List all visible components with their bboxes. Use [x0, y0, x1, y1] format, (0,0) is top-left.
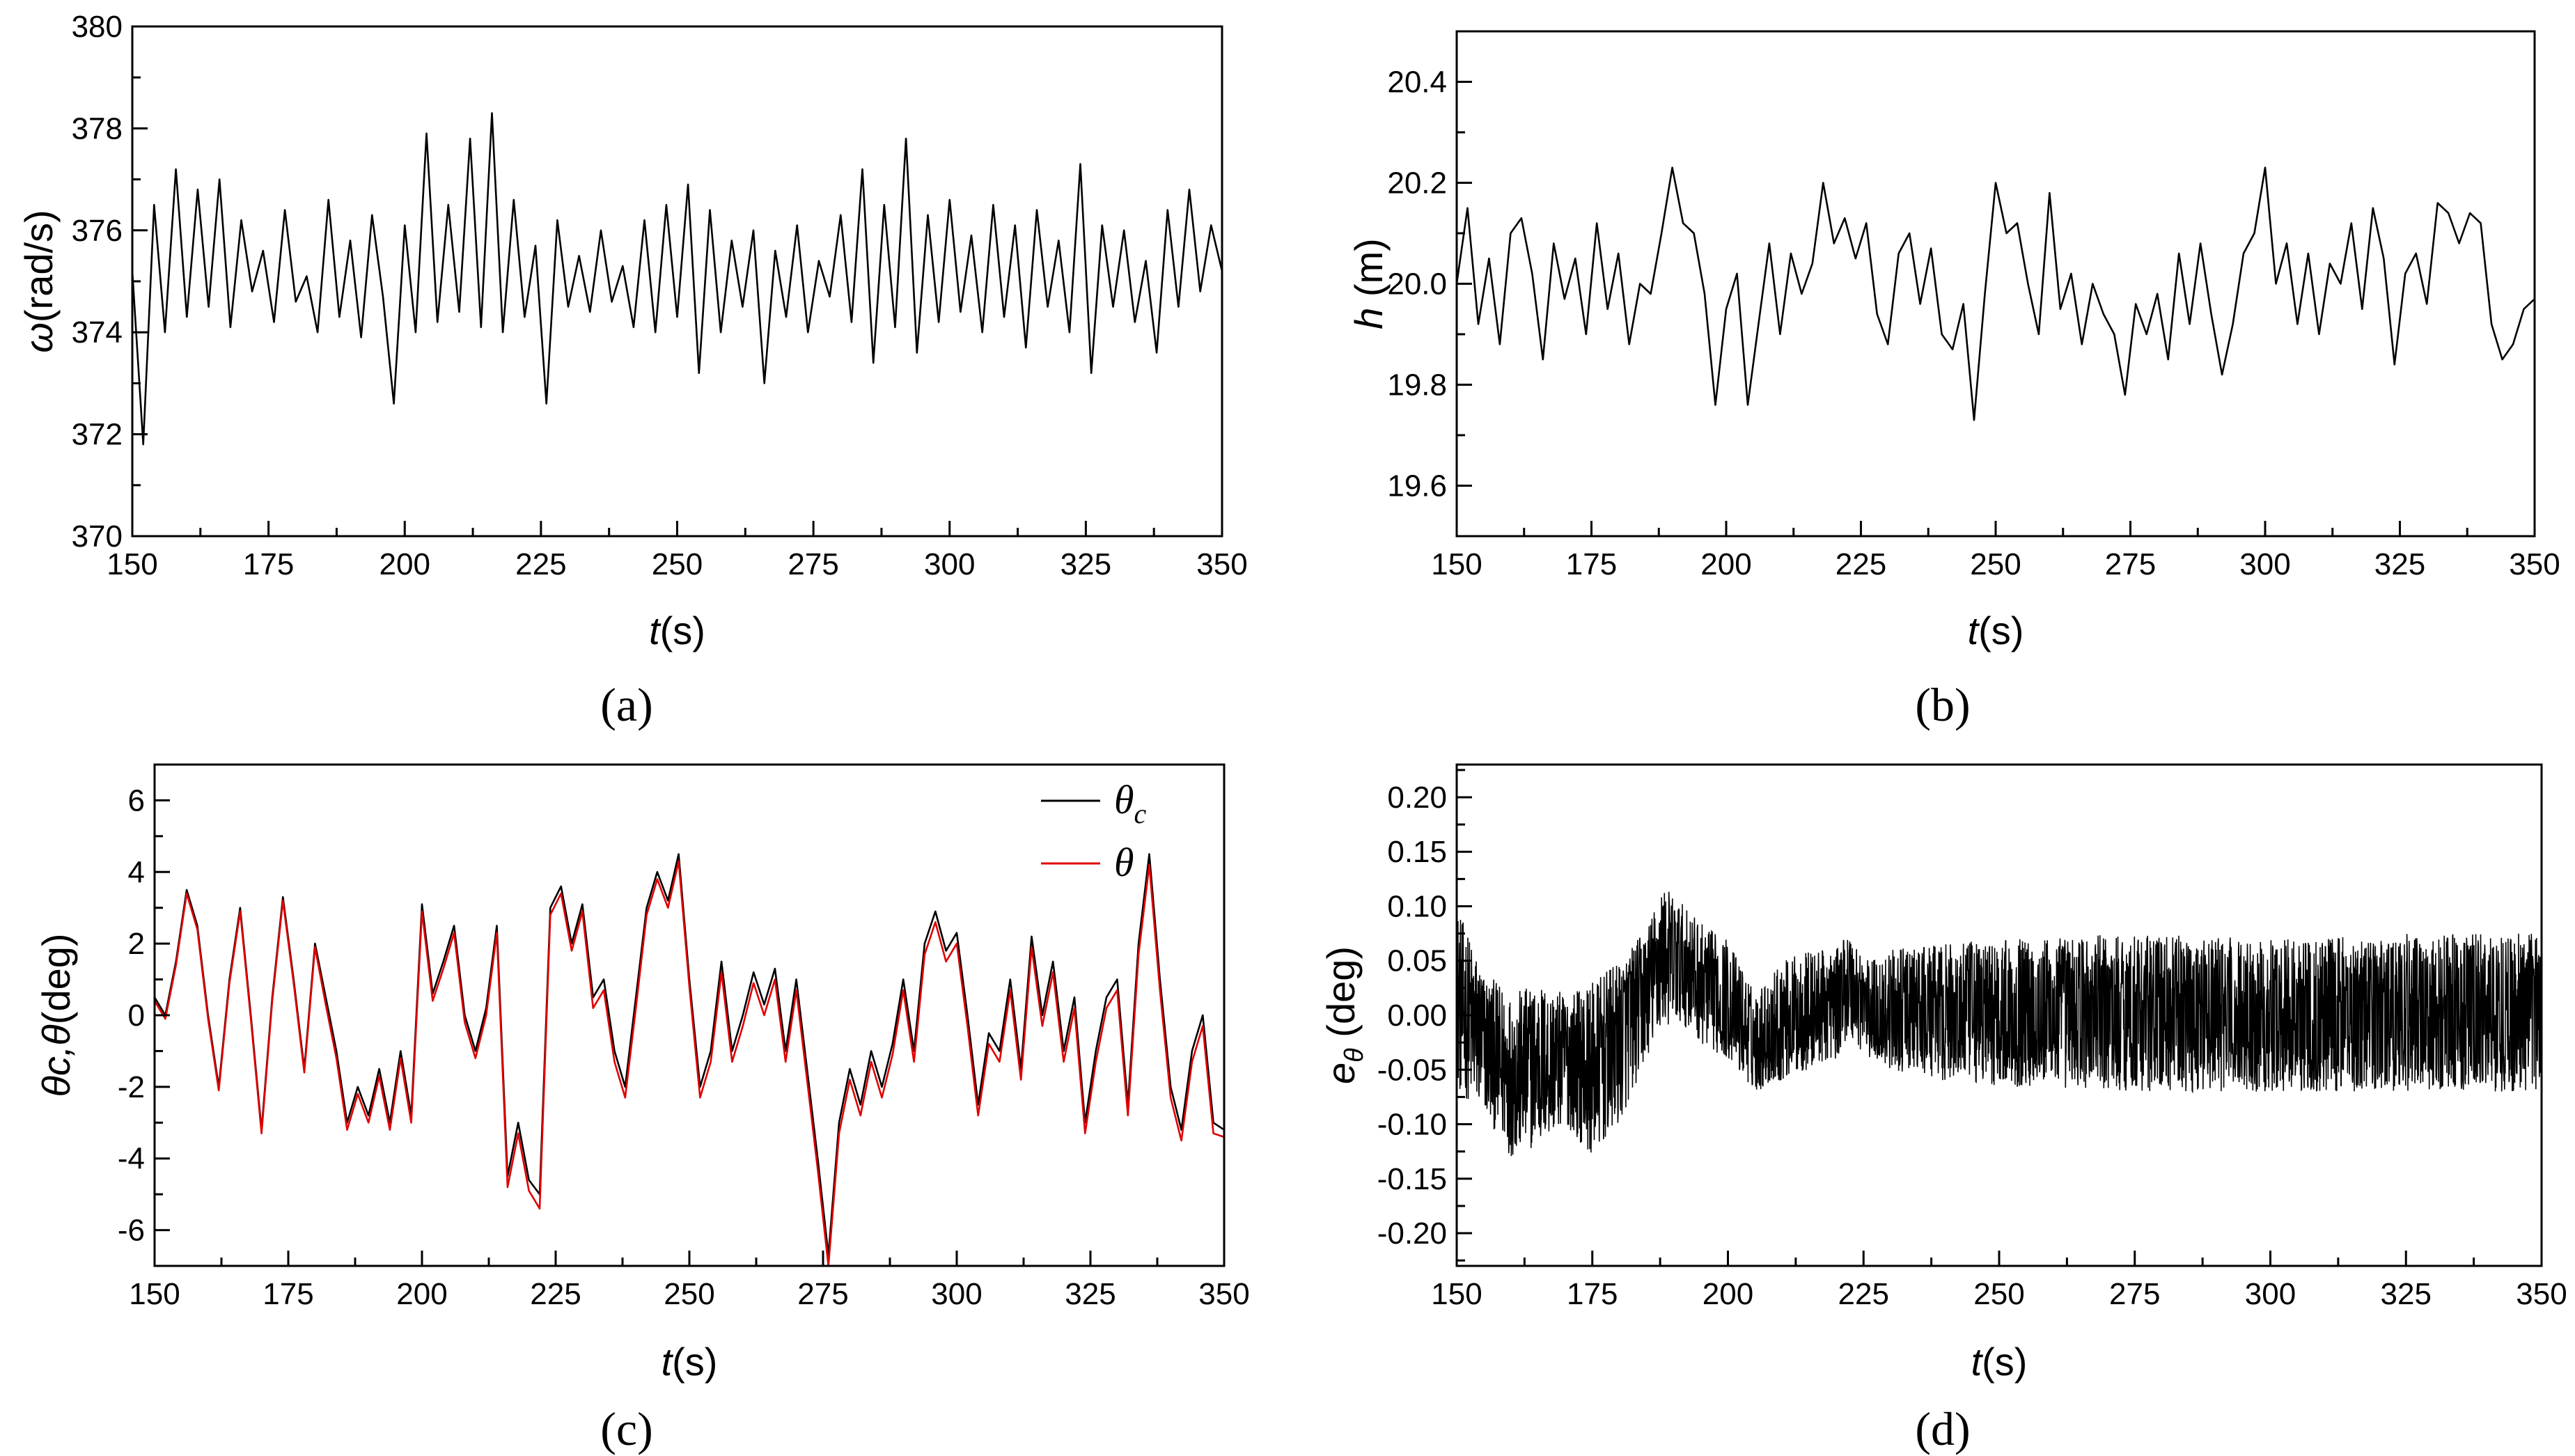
x-tick-label: 175 [1567, 1277, 1618, 1311]
x-tick-label: 200 [396, 1277, 447, 1311]
x-tick-label: 175 [263, 1277, 313, 1311]
y-tick-label: 370 [72, 519, 123, 554]
y-tick-label: 19.8 [1387, 368, 1447, 402]
x-axis-label: t(s) [1971, 1340, 2028, 1384]
y-tick-label: 0.05 [1387, 944, 1447, 978]
x-tick-label: 250 [1970, 547, 2021, 581]
x-tick-label: 175 [1566, 547, 1617, 581]
x-tick-label: 350 [2509, 547, 2560, 581]
x-tick-label: 225 [515, 547, 566, 581]
x-tick-label: 225 [1838, 1277, 1889, 1311]
y-tick-label: -2 [118, 1070, 145, 1104]
y-tick-label: 2 [128, 927, 145, 961]
panel-d: 150 175 200 225 250 275 300 325 350 -0.20 -0.15 -0.… [1319, 763, 2567, 1455]
x-tick-label: 250 [1973, 1277, 2024, 1311]
y-tick-label: 0.00 [1387, 999, 1447, 1033]
x-tick-label: 150 [1431, 1277, 1482, 1311]
x-axis-label: t(s) [649, 609, 705, 652]
legend: θc θ [1041, 777, 1147, 885]
y-tick-label: 20.0 [1387, 267, 1447, 302]
y-tick-label: 380 [72, 10, 123, 44]
x-tick-label: 200 [379, 547, 430, 581]
y-tick-label: 0 [128, 999, 145, 1033]
x-tick-label: 250 [652, 547, 703, 581]
legend-label: θ [1114, 840, 1134, 885]
x-tick-label: 250 [664, 1277, 714, 1311]
panel-b: 150 175 200 225 250 275 300 325 350 19.6 19.8 20.0 2… [1347, 30, 2560, 731]
series-line-1 [131, 112, 1223, 446]
x-tick-label: 275 [797, 1277, 848, 1311]
x-tick-label: 200 [1703, 1277, 1753, 1311]
legend-label: θc [1114, 777, 1147, 829]
y-tick-label: 20.2 [1387, 166, 1447, 201]
x-tick-label: 275 [2105, 547, 2156, 581]
y-tick-label: -0.15 [1377, 1162, 1447, 1196]
y-axis-label: θc,θ(deg) [34, 933, 78, 1097]
x-tick-label: 300 [2245, 1277, 2296, 1311]
y-tick-label: 4 [128, 855, 145, 889]
x-tick-label: 325 [2374, 547, 2425, 581]
x-tick-label: 225 [530, 1277, 581, 1311]
y-tick-label: -0.20 [1377, 1216, 1447, 1251]
x-tick-label: 325 [1060, 547, 1111, 581]
panel-label: (b) [1915, 678, 1970, 731]
y-tick-label: 6 [128, 783, 145, 817]
x-tick-label: 300 [924, 547, 975, 581]
y-tick-label: -0.10 [1377, 1108, 1447, 1142]
y-tick-label: 0.10 [1387, 889, 1447, 923]
y-tick-label: 376 [72, 214, 123, 248]
panel-label: (a) [600, 678, 652, 731]
plot-frame [153, 763, 1226, 1267]
x-tick-label: 300 [2239, 547, 2290, 581]
plot-frame [131, 25, 1223, 538]
x-tick-label: 225 [1836, 547, 1886, 581]
y-tick-label: 0.20 [1387, 781, 1447, 815]
panel-c: 150 175 200 225 250 275 300 325 350 -6 -4 -2 0 2 4 6 t(s… [34, 763, 1250, 1455]
y-tick-label: -6 [118, 1214, 145, 1248]
panel-a: 150 175 200 225 250 275 300 325 350 370 372 374 376 3… [17, 10, 1248, 731]
x-tick-label: 350 [1198, 1277, 1249, 1311]
y-tick-label: 378 [72, 111, 123, 146]
y-tick-label: -4 [118, 1142, 145, 1176]
series-line-1 [1455, 166, 2535, 421]
x-tick-label: 350 [2516, 1277, 2567, 1311]
x-tick-label: 150 [1431, 547, 1482, 581]
y-axis-label: h (m) [1347, 238, 1391, 329]
x-axis-label: t(s) [662, 1340, 718, 1384]
series-line-2 [153, 860, 1225, 1267]
y-tick-label: 374 [72, 315, 123, 350]
y-tick-label: -0.05 [1377, 1053, 1447, 1087]
x-tick-label: 175 [243, 547, 294, 581]
x-tick-label: 350 [1196, 547, 1247, 581]
y-axis-label: eθ (deg) [1319, 946, 1369, 1084]
y-tick-label: 0.15 [1387, 835, 1447, 869]
y-axis-label: ω(rad/s) [17, 210, 61, 352]
panel-label: (d) [1915, 1402, 1970, 1455]
series-line-error [1456, 891, 2542, 1157]
y-tick-label: 372 [72, 418, 123, 452]
y-tick-label: 19.6 [1387, 469, 1447, 503]
x-tick-label: 300 [931, 1277, 982, 1311]
plot-frame [1455, 30, 2536, 538]
x-axis-label: t(s) [1968, 609, 2024, 652]
x-tick-label: 275 [788, 547, 838, 581]
x-tick-label: 150 [107, 547, 157, 581]
x-tick-label: 325 [2381, 1277, 2432, 1311]
panel-label: (c) [600, 1402, 652, 1455]
x-tick-label: 275 [2109, 1277, 2160, 1311]
x-tick-label: 325 [1065, 1277, 1116, 1311]
x-tick-label: 200 [1700, 547, 1751, 581]
y-tick-label: 20.4 [1387, 65, 1447, 100]
x-tick-label: 150 [129, 1277, 180, 1311]
